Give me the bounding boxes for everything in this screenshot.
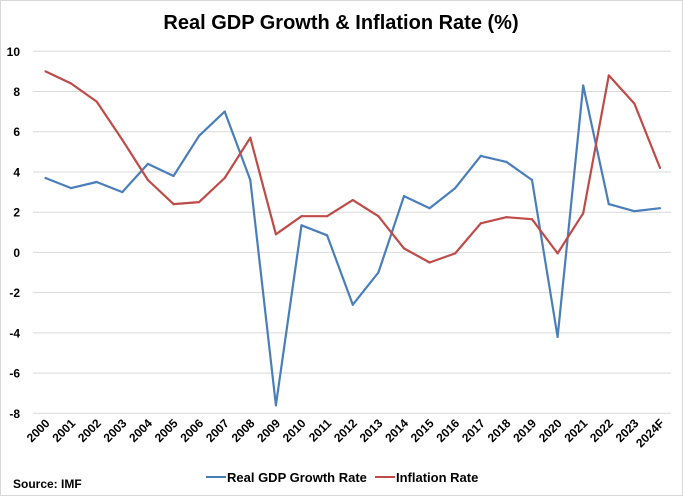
data-point xyxy=(249,136,252,139)
x-tick-label: 2015 xyxy=(408,416,437,445)
x-tick-label: 2019 xyxy=(510,416,539,445)
x-tick-label: 2011 xyxy=(306,416,335,445)
y-tick-label: 6 xyxy=(13,125,20,139)
data-point xyxy=(121,190,124,194)
y-tick-label: 2 xyxy=(13,206,20,220)
data-point xyxy=(377,271,380,274)
data-point xyxy=(172,174,175,178)
data-point xyxy=(300,215,303,218)
data-point xyxy=(95,180,98,184)
data-point xyxy=(274,404,278,407)
data-point xyxy=(607,74,610,77)
data-point xyxy=(402,195,406,198)
data-point xyxy=(582,212,585,215)
data-point xyxy=(223,176,226,180)
data-point xyxy=(121,138,124,141)
data-point xyxy=(223,110,226,113)
legend: Real GDP Growth Rate Inflation Rate xyxy=(206,470,478,485)
data-point xyxy=(454,186,457,190)
x-tick-label: 2021 xyxy=(562,416,591,445)
data-point xyxy=(351,303,354,306)
x-tick-label: 2000 xyxy=(24,416,53,445)
data-point xyxy=(326,234,329,237)
x-tick-label: 2018 xyxy=(485,416,514,445)
x-tick-label: 2014 xyxy=(382,416,411,445)
y-tick-label: -8 xyxy=(9,407,20,421)
data-point xyxy=(556,335,559,338)
x-tick-label: 2004 xyxy=(126,416,155,445)
data-point xyxy=(172,203,175,206)
x-tick-label: 2016 xyxy=(434,416,463,445)
data-point xyxy=(198,201,201,204)
data-point xyxy=(351,199,354,202)
x-tick-label: 2010 xyxy=(280,416,309,445)
data-point xyxy=(582,84,585,87)
data-point xyxy=(95,100,98,103)
x-tick-label: 2017 xyxy=(459,416,488,445)
data-point xyxy=(556,252,559,255)
source-note: Source: IMF xyxy=(13,477,82,491)
data-point xyxy=(70,82,73,85)
data-point xyxy=(479,222,482,225)
data-point xyxy=(402,247,406,250)
legend-label-inflation: Inflation Rate xyxy=(396,470,478,485)
data-point xyxy=(326,215,329,218)
data-point xyxy=(505,160,508,164)
data-point xyxy=(607,203,610,206)
data-point xyxy=(44,176,47,180)
y-tick-label: -6 xyxy=(9,367,20,381)
data-point xyxy=(428,261,431,264)
chart-title: Real GDP Growth & Inflation Rate (%) xyxy=(163,12,518,34)
data-point xyxy=(146,178,150,182)
x-tick-label: 2024F xyxy=(633,416,667,450)
y-tick-label: 8 xyxy=(13,85,20,99)
data-point xyxy=(198,134,201,137)
data-point xyxy=(146,162,150,166)
y-tick-label: 10 xyxy=(7,45,21,59)
data-point xyxy=(44,70,47,73)
data-point xyxy=(300,224,303,227)
data-point xyxy=(530,218,534,221)
data-point xyxy=(658,207,662,210)
data-point xyxy=(428,207,431,210)
data-point xyxy=(70,186,73,190)
x-tick-label: 2012 xyxy=(331,416,360,445)
x-tick-label: 2008 xyxy=(229,416,258,445)
data-point xyxy=(274,233,278,236)
x-tick-label: 2005 xyxy=(152,416,181,445)
series-line-gdp-growth xyxy=(45,84,661,407)
x-tick-label: 2020 xyxy=(536,416,565,445)
x-tick-label: 2022 xyxy=(587,416,616,445)
y-tick-label: -2 xyxy=(9,286,20,300)
y-tick-label: 4 xyxy=(13,165,20,179)
y-tick-label: 0 xyxy=(13,246,20,260)
x-tick-label: 2006 xyxy=(177,416,206,445)
data-point xyxy=(249,178,252,182)
legend-label-gdp: Real GDP Growth Rate xyxy=(227,470,367,485)
data-point xyxy=(633,210,636,213)
x-tick-label: 2002 xyxy=(75,416,104,445)
data-point xyxy=(377,215,380,218)
x-tick-label: 2001 xyxy=(49,416,78,445)
data-point xyxy=(454,252,457,255)
data-point xyxy=(479,154,482,157)
y-tick-label: -4 xyxy=(9,326,20,340)
data-point xyxy=(658,166,662,170)
x-tick-label: 2009 xyxy=(254,416,283,445)
x-tick-label: 2007 xyxy=(203,416,232,445)
data-point xyxy=(530,178,534,182)
x-tick-label: 2013 xyxy=(357,416,386,445)
data-point xyxy=(505,216,508,219)
x-tick-label: 2003 xyxy=(101,416,130,445)
data-point xyxy=(633,102,636,105)
